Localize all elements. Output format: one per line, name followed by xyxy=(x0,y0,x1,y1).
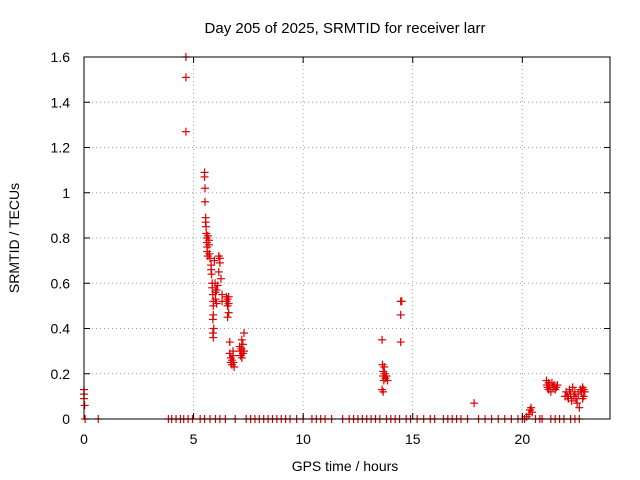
data-point xyxy=(205,249,214,258)
data-point xyxy=(209,324,218,333)
y-tick-label: 1 xyxy=(62,185,70,201)
data-point xyxy=(207,270,216,279)
y-tick-labels: 0 0.2 0.4 0.6 0.8 1 1.2 1.4 1.6 xyxy=(51,49,71,427)
data-point xyxy=(80,401,89,410)
x-tick-label: 20 xyxy=(515,431,531,447)
y-tick-label: 0.8 xyxy=(51,230,71,246)
y-tick-label: 1.4 xyxy=(51,94,71,110)
data-point xyxy=(200,172,209,181)
data-point xyxy=(575,403,584,412)
data-point xyxy=(181,127,190,136)
data-point xyxy=(238,340,247,349)
y-tick-label: 0.4 xyxy=(51,321,71,337)
data-point xyxy=(546,387,555,396)
data-point xyxy=(527,403,536,412)
y-tick-label: 0 xyxy=(62,411,70,427)
data-point xyxy=(396,338,405,347)
data-point xyxy=(209,333,218,342)
data-point xyxy=(229,358,238,367)
data-point xyxy=(211,295,220,304)
data-point xyxy=(208,315,217,324)
x-axis-label: GPS time / hours xyxy=(292,458,399,474)
data-point xyxy=(212,286,221,295)
data-point xyxy=(214,267,223,276)
data-point xyxy=(230,362,239,371)
x-tick-label: 0 xyxy=(80,431,88,447)
x-tick-labels: 0 5 10 15 20 xyxy=(80,431,530,447)
data-point xyxy=(237,353,246,362)
chart-title: Day 205 of 2025, SRMTID for receiver lar… xyxy=(205,20,486,37)
data-point xyxy=(580,387,589,396)
data-point xyxy=(470,399,479,408)
data-point xyxy=(397,297,406,306)
data-point xyxy=(223,313,232,322)
data-point xyxy=(218,290,227,299)
data-point xyxy=(378,335,387,344)
data-point xyxy=(239,329,248,338)
data-point xyxy=(380,362,389,371)
data-point xyxy=(213,281,222,290)
y-axis-label: SRMTID / TECUs xyxy=(6,183,22,293)
y-tick-label: 1.2 xyxy=(51,140,71,156)
data-point xyxy=(206,254,215,263)
data-point xyxy=(210,256,219,265)
data-point xyxy=(553,381,562,390)
data-point xyxy=(212,299,221,308)
data-point xyxy=(568,383,577,392)
data-point xyxy=(579,392,588,401)
x-tick-label: 10 xyxy=(295,431,311,447)
data-point xyxy=(382,372,391,381)
data-point xyxy=(396,310,405,319)
data-point xyxy=(225,338,234,347)
data-point xyxy=(214,252,223,261)
data-point xyxy=(224,292,233,301)
data-point xyxy=(200,197,209,206)
axis-ticks xyxy=(83,56,610,420)
plot-frame xyxy=(83,56,611,420)
data-point xyxy=(383,376,392,385)
data-point xyxy=(200,184,209,193)
data-point xyxy=(204,240,213,249)
data-point xyxy=(567,396,576,405)
data-point xyxy=(202,222,211,231)
data-point xyxy=(379,387,388,396)
y-tick-label: 0.6 xyxy=(51,275,71,291)
data-point xyxy=(528,408,537,417)
data-point xyxy=(239,347,248,356)
y-tick-label: 1.6 xyxy=(51,49,71,65)
data-point xyxy=(573,399,582,408)
data-point xyxy=(181,73,190,82)
y-tick-label: 0.2 xyxy=(51,366,71,382)
data-point xyxy=(208,283,217,292)
data-point xyxy=(229,351,238,360)
x-tick-label: 5 xyxy=(190,431,198,447)
data-point xyxy=(224,308,233,317)
data-point xyxy=(203,231,212,240)
x-tick-label: 15 xyxy=(405,431,421,447)
data-point xyxy=(237,335,246,344)
grid xyxy=(84,57,610,419)
data-point xyxy=(216,274,225,283)
data-point xyxy=(224,299,233,308)
